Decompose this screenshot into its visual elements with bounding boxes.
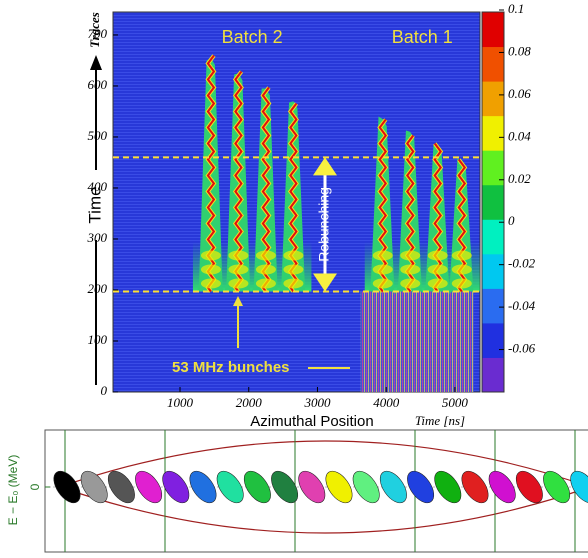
colorbar-tick-label: 0.02 xyxy=(508,171,531,186)
colorbar-step xyxy=(482,357,504,393)
colorbar-step xyxy=(482,46,504,82)
colorbar-step xyxy=(482,184,504,220)
bunch xyxy=(407,470,435,504)
x-tick-label: 1000 xyxy=(167,395,194,410)
bunch-foot xyxy=(400,264,421,275)
bunch xyxy=(53,470,81,504)
separatrix xyxy=(58,440,588,534)
bunch xyxy=(379,470,407,504)
bunch xyxy=(515,470,543,504)
side-label: Time xyxy=(85,186,104,223)
arrow-head xyxy=(233,296,243,306)
colorbar-tick-label: -0.02 xyxy=(508,256,536,271)
phase-y-label: E − E₀ (MeV) xyxy=(6,455,20,526)
bunch xyxy=(570,470,588,504)
colorbar-step xyxy=(482,219,504,255)
x-tick-label: 3000 xyxy=(303,395,331,410)
colorbar-tick-label: 0.06 xyxy=(508,86,531,101)
y-tick-label: 0 xyxy=(101,383,108,398)
bunch xyxy=(352,470,380,504)
bunch-foot xyxy=(255,278,276,289)
arrow-head xyxy=(313,157,337,176)
colorbar-step xyxy=(482,150,504,186)
streak-core xyxy=(289,102,298,293)
bunch-foot xyxy=(427,278,448,289)
arrow-head xyxy=(313,273,337,292)
y-tick-label: 0 xyxy=(28,483,42,490)
colorbar-tick-label: 0.1 xyxy=(508,1,524,16)
bunch-foot xyxy=(400,250,421,261)
bunch xyxy=(271,470,299,504)
annotation: Rebunching xyxy=(316,187,332,262)
bunch-foot xyxy=(427,250,448,261)
bunch-foot xyxy=(200,250,221,261)
bunch xyxy=(189,470,217,504)
y-tick-label: 500 xyxy=(88,128,108,143)
colorbar-step xyxy=(482,288,504,324)
colorbar-tick-label: 0.04 xyxy=(508,128,531,143)
y-axis-label: Traces xyxy=(87,12,102,48)
bunch-foot xyxy=(255,264,276,275)
bunch xyxy=(543,470,571,504)
annotation: 53 MHz bunches xyxy=(172,359,290,376)
x-unit-label: Time [ns] xyxy=(415,413,465,428)
y-tick-label: 700 xyxy=(88,26,108,41)
bunch xyxy=(298,470,326,504)
y-tick-label: 200 xyxy=(88,281,108,296)
colorbar-tick-label: -0.06 xyxy=(508,341,536,356)
bunch-foot xyxy=(283,278,304,289)
bunch-hatch xyxy=(360,291,474,392)
y-tick-label: 600 xyxy=(88,77,108,92)
arrow-head xyxy=(90,55,102,70)
bunch-foot xyxy=(372,264,393,275)
bunch xyxy=(162,470,190,504)
bunch-foot xyxy=(372,250,393,261)
colorbar-step xyxy=(482,81,504,117)
colorbar-step xyxy=(482,253,504,289)
batch-label: Batch 2 xyxy=(222,27,283,47)
colorbar-tick-label: 0 xyxy=(508,213,515,228)
phase-panel xyxy=(44,429,588,553)
bunch-foot xyxy=(400,278,421,289)
x-axis-label: Azimuthal Position xyxy=(250,413,373,430)
bunch-foot xyxy=(200,278,221,289)
bunch xyxy=(325,470,353,504)
bunch-foot xyxy=(228,264,249,275)
bunch-foot xyxy=(255,250,276,261)
bunch-foot xyxy=(200,264,221,275)
bunch-foot xyxy=(283,264,304,275)
x-tick-label: 2000 xyxy=(236,395,263,410)
bunch xyxy=(461,470,489,504)
colorbar-step xyxy=(482,115,504,151)
y-tick-label: 400 xyxy=(88,179,108,194)
bunch xyxy=(135,470,163,504)
bunch-foot xyxy=(451,250,472,261)
batch-label: Batch 1 xyxy=(392,27,453,47)
colorbar-step xyxy=(482,322,504,358)
bunch-foot xyxy=(228,278,249,289)
bunch-foot xyxy=(427,264,448,275)
bunch-foot xyxy=(372,278,393,289)
bunch xyxy=(434,470,462,504)
bunch xyxy=(216,470,244,504)
streak-core xyxy=(261,86,271,293)
bunch-foot xyxy=(451,278,472,289)
bunch-foot xyxy=(283,250,304,261)
bunch xyxy=(488,470,516,504)
x-tick-label: 5000 xyxy=(442,395,469,410)
colorbar-tick-label: -0.04 xyxy=(508,298,536,313)
bunch xyxy=(107,470,135,504)
y-tick-label: 100 xyxy=(88,332,108,347)
y-tick-label: 300 xyxy=(87,230,108,245)
colorbar-step xyxy=(482,12,504,48)
bunch-foot xyxy=(451,264,472,275)
x-tick-label: 4000 xyxy=(373,395,400,410)
colorbar-tick-label: 0.08 xyxy=(508,43,531,58)
heatmap-panel: Batch 2 Batch 1 Rebunching 53 MHz bunches xyxy=(112,11,481,393)
bunch xyxy=(80,470,108,504)
bunch-foot xyxy=(228,250,249,261)
colorbar-frame xyxy=(481,11,505,393)
bunch xyxy=(243,470,271,504)
